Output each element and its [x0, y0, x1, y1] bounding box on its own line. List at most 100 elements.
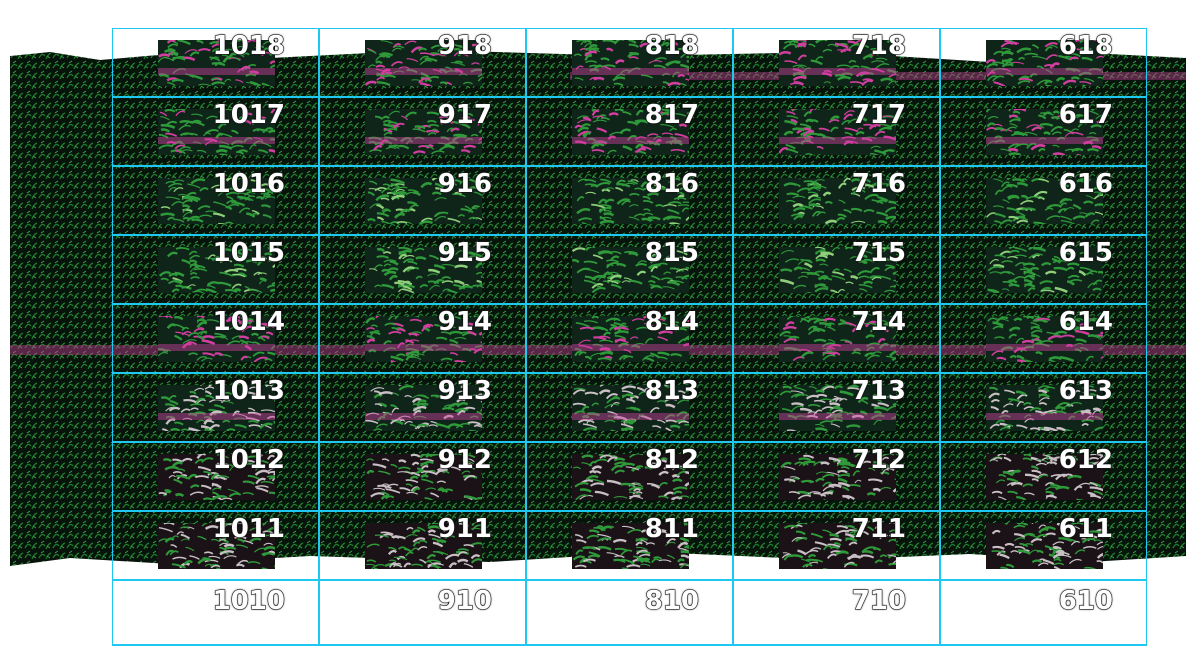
plot-cell: 712: [733, 442, 940, 511]
plot-image: [986, 40, 1103, 86]
plot-cell: 715: [733, 235, 940, 304]
plot-cell: 611: [940, 511, 1147, 580]
plot-cell: 913: [319, 373, 526, 442]
plot-cell: 812: [526, 442, 733, 511]
plot-image: [365, 385, 482, 431]
plot-image: [365, 316, 482, 362]
plot-label: 1015: [212, 238, 286, 268]
plot-image: [779, 316, 896, 362]
plot-label: 616: [1058, 169, 1113, 199]
plot-image: [986, 523, 1103, 569]
plot-cell: 911: [319, 511, 526, 580]
plot-label: 915: [437, 238, 492, 268]
plot-label: 710: [851, 586, 906, 616]
plot-cell: 813: [526, 373, 733, 442]
plot-label: 1011: [212, 514, 286, 544]
plot-cell: 916: [319, 166, 526, 235]
plot-image: [779, 454, 896, 500]
plot-cell: 814: [526, 304, 733, 373]
plot-image: [986, 247, 1103, 293]
plot-label: 813: [644, 376, 699, 406]
plot-image: [572, 523, 689, 569]
plot-image: [158, 109, 275, 155]
plot-image: [365, 454, 482, 500]
plot-cell: 1016: [112, 166, 319, 235]
plot-image: [158, 523, 275, 569]
plot-label: 810: [644, 586, 699, 616]
plot-cell: 811: [526, 511, 733, 580]
plot-cell: 610: [940, 580, 1147, 649]
plot-cell: 710: [733, 580, 940, 649]
plot-cell: 1017: [112, 97, 319, 166]
plot-label: 717: [851, 100, 906, 130]
plot-image: [779, 109, 896, 155]
plot-label: 613: [1058, 376, 1113, 406]
plot-cell: 918: [319, 28, 526, 97]
plot-image: [158, 40, 275, 86]
plot-image: [572, 316, 689, 362]
plot-image: [365, 178, 482, 224]
plot-cell: 912: [319, 442, 526, 511]
plot-cell: 1018: [112, 28, 319, 97]
plot-label: 713: [851, 376, 906, 406]
plot-image: [986, 178, 1103, 224]
plot-label: 816: [644, 169, 699, 199]
plot-cell: 711: [733, 511, 940, 580]
plot-label: 911: [437, 514, 492, 544]
plot-label: 617: [1058, 100, 1113, 130]
plot-cell: 910: [319, 580, 526, 649]
plot-cell: 817: [526, 97, 733, 166]
plot-image: [572, 40, 689, 86]
plot-image: [779, 178, 896, 224]
plot-image: [365, 40, 482, 86]
plot-image: [986, 454, 1103, 500]
plot-image: [158, 247, 275, 293]
plot-label: 718: [851, 31, 906, 61]
plot-label: 910: [437, 586, 492, 616]
plot-cell: 617: [940, 97, 1147, 166]
plot-image: [572, 178, 689, 224]
plot-image: [779, 247, 896, 293]
plot-cell: 1011: [112, 511, 319, 580]
plot-cell: 614: [940, 304, 1147, 373]
plot-cell: 917: [319, 97, 526, 166]
plot-label: 912: [437, 445, 492, 475]
plot-image: [986, 109, 1103, 155]
plot-label: 918: [437, 31, 492, 61]
plot-image: [572, 385, 689, 431]
plot-label: 618: [1058, 31, 1113, 61]
plot-image: [158, 316, 275, 362]
plot-label: 1018: [212, 31, 286, 61]
plot-image: [158, 454, 275, 500]
plot-image: [779, 40, 896, 86]
plot-label: 715: [851, 238, 906, 268]
plot-label: 817: [644, 100, 699, 130]
plot-cell: 714: [733, 304, 940, 373]
plot-image: [365, 109, 482, 155]
plot-cell: 616: [940, 166, 1147, 235]
plot-image: [365, 523, 482, 569]
plot-label: 712: [851, 445, 906, 475]
plot-cell: 1013: [112, 373, 319, 442]
plot-image: [986, 316, 1103, 362]
plot-label: 1010: [212, 586, 286, 616]
plot-label: 611: [1058, 514, 1113, 544]
plot-cell: 915: [319, 235, 526, 304]
plot-label: 914: [437, 307, 492, 337]
plot-label: 812: [644, 445, 699, 475]
plot-label: 1013: [212, 376, 286, 406]
plot-image: [986, 385, 1103, 431]
plot-image: [365, 247, 482, 293]
plot-cell: 1015: [112, 235, 319, 304]
plot-label: 714: [851, 307, 906, 337]
plot-cell: 718: [733, 28, 940, 97]
plot-label: 610: [1058, 586, 1113, 616]
plot-cell: 618: [940, 28, 1147, 97]
plot-label: 716: [851, 169, 906, 199]
plot-label: 913: [437, 376, 492, 406]
plot-label: 1012: [212, 445, 286, 475]
plot-cell: 613: [940, 373, 1147, 442]
plot-label: 615: [1058, 238, 1113, 268]
plot-cell: 816: [526, 166, 733, 235]
